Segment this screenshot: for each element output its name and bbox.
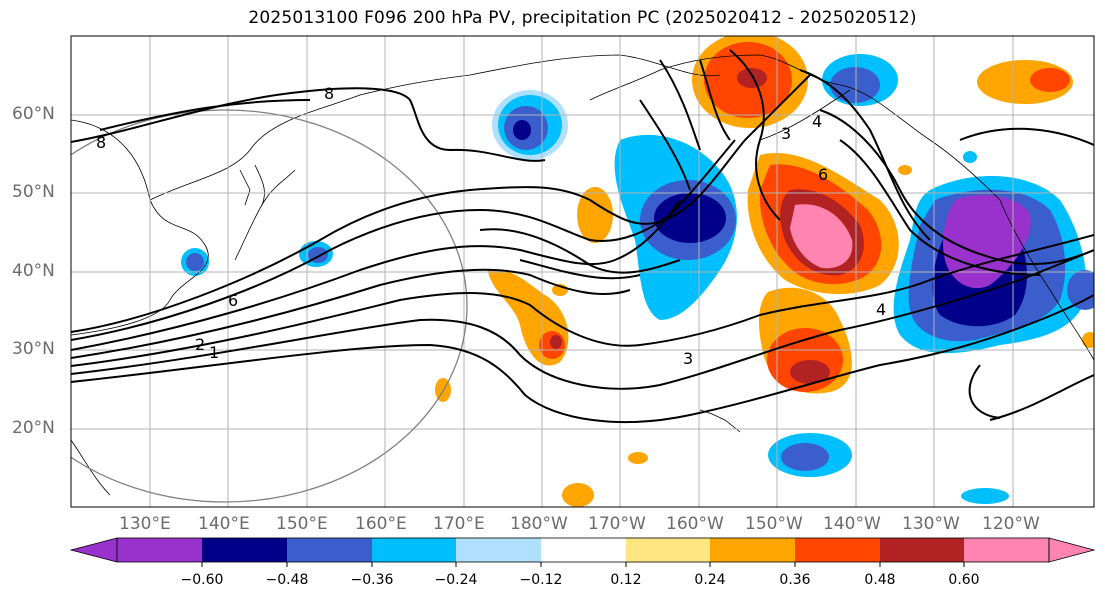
contour-label: 8 (324, 84, 334, 103)
contour-label: 4 (876, 300, 886, 319)
lon-label: 170°W (588, 514, 646, 534)
lat-label: 20°N (12, 418, 55, 438)
lon-label: 140°W (823, 514, 881, 534)
colorbar-segment (541, 538, 626, 562)
lon-label: 130°E (119, 514, 171, 534)
lon-label: 180°W (510, 514, 568, 534)
lon-label: 140°E (198, 514, 250, 534)
lon-label: 160°E (355, 514, 407, 534)
lon-label: 160°W (666, 514, 724, 534)
lon-label: 150°E (276, 514, 328, 534)
colorbar-tick-label: −0.48 (265, 572, 309, 588)
contour-label: 4 (812, 112, 822, 131)
colorbar-segment (880, 538, 964, 562)
colorbar-segment (710, 538, 795, 562)
colorbar-tick-label: 0.24 (694, 572, 726, 588)
colorbar-segment (372, 538, 456, 562)
colorbar-segment (456, 538, 541, 562)
contour-label: 6 (228, 291, 238, 310)
colorbar-tick-label: −0.24 (434, 572, 478, 588)
colorbar-extend-low (69, 537, 118, 563)
colorbar-tick-label: −0.12 (519, 572, 563, 588)
lat-label: 40°N (12, 261, 55, 281)
colorbar-tick-label: −0.60 (180, 572, 224, 588)
colorbar-segment (964, 538, 1049, 562)
reference-circle (71, 109, 468, 503)
colorbar-tick-label: 0.60 (948, 572, 980, 588)
colorbar-segment (287, 538, 372, 562)
lat-label: 50°N (12, 182, 55, 202)
pv-contours (71, 49, 1094, 423)
lat-label: 30°N (12, 339, 55, 359)
contour-label: 3 (683, 349, 693, 368)
contour-label: 2 (195, 335, 205, 354)
colorbar-tick-label: 0.48 (864, 572, 896, 588)
contour-label: 1 (209, 343, 219, 362)
contour-label: 8 (96, 133, 106, 152)
contour-label: 6 (818, 165, 828, 184)
colorbar-segment (626, 538, 710, 562)
colorbar-tick-label: 0.36 (779, 572, 811, 588)
lon-label: 170°E (433, 514, 485, 534)
colorbar (69, 537, 1096, 567)
contour-label: 3 (781, 124, 791, 143)
map-title: 2025013100 F096 200 hPa PV, precipitatio… (248, 8, 917, 28)
colorbar-segment (117, 538, 202, 562)
graticule (71, 36, 1094, 507)
pos-anomaly-mid (577, 187, 613, 243)
lat-label: 60°N (12, 104, 55, 124)
lon-label: 150°W (745, 514, 803, 534)
colorbar-tick-label: 0.12 (610, 572, 642, 588)
lon-label: 120°W (982, 514, 1040, 534)
map-frame (70, 35, 1095, 508)
colorbar-segment (202, 538, 287, 562)
colorbar-frame (116, 537, 1050, 563)
precip-anomaly-shading (181, 36, 1094, 507)
lon-label: 130°W (902, 514, 960, 534)
colorbar-extend-high (1048, 537, 1096, 563)
colorbar-tick-label: −0.36 (350, 572, 394, 588)
colorbar-segment (795, 538, 880, 562)
